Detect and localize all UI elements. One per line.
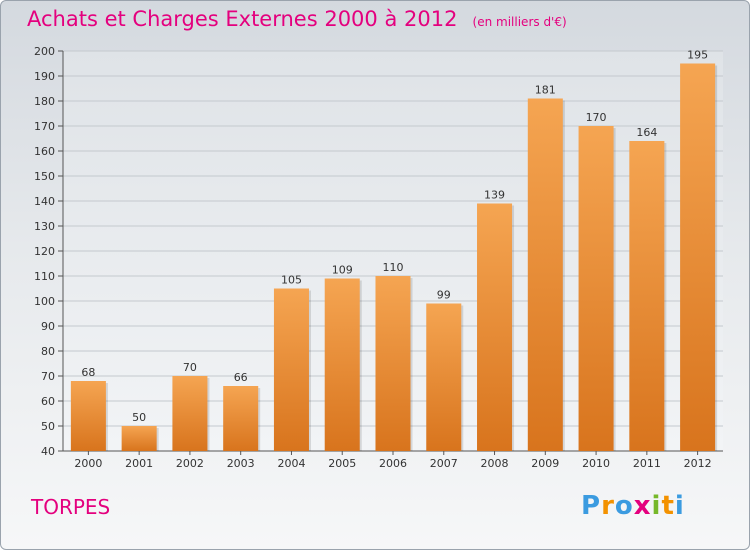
bar-value-label: 181 [535, 84, 556, 97]
bar [527, 98, 563, 451]
bar [375, 276, 411, 451]
y-tick-label: 70 [41, 370, 55, 383]
bar [172, 376, 208, 451]
chart-header: Achats et Charges Externes 2000 à 2012 (… [27, 7, 567, 31]
bar [426, 303, 462, 451]
bar [121, 426, 157, 451]
bar-value-label: 110 [383, 261, 404, 274]
bar-value-label: 105 [281, 274, 302, 287]
bar-value-label: 68 [81, 366, 95, 379]
bar [680, 63, 716, 451]
y-tick-label: 120 [34, 245, 55, 258]
bar-value-label: 164 [636, 126, 657, 139]
x-tick-label: 2007 [430, 457, 458, 470]
y-tick-label: 90 [41, 320, 55, 333]
y-tick-label: 60 [41, 395, 55, 408]
bar-value-label: 195 [687, 49, 708, 62]
y-tick-label: 110 [34, 270, 55, 283]
commune-name: TORPES [31, 495, 111, 519]
bar-value-label: 50 [132, 411, 146, 424]
logo-letter: i [674, 491, 685, 521]
x-tick-label: 2003 [227, 457, 255, 470]
y-tick-label: 50 [41, 420, 55, 433]
x-tick-label: 2005 [328, 457, 356, 470]
bar-value-label: 99 [437, 289, 451, 302]
y-tick-label: 160 [34, 145, 55, 158]
logo-letter: P [581, 491, 602, 521]
bar-value-label: 109 [332, 264, 353, 277]
y-tick-label: 170 [34, 120, 55, 133]
y-tick-label: 140 [34, 195, 55, 208]
x-tick-label: 2000 [74, 457, 102, 470]
x-tick-label: 2008 [481, 457, 509, 470]
proxiti-logo: Proxiti [581, 491, 685, 521]
bar [324, 278, 360, 451]
chart-unit: (en milliers d'€) [472, 15, 567, 29]
y-tick-label: 130 [34, 220, 55, 233]
bar [578, 126, 614, 451]
bar [223, 386, 259, 451]
y-tick-label: 200 [34, 45, 55, 58]
y-tick-label: 150 [34, 170, 55, 183]
x-tick-label: 2010 [582, 457, 610, 470]
bar [273, 288, 309, 451]
y-tick-label: 100 [34, 295, 55, 308]
chart-title: Achats et Charges Externes 2000 à 2012 [27, 7, 458, 31]
x-tick-label: 2006 [379, 457, 407, 470]
bar [629, 141, 665, 451]
bar-value-label: 170 [586, 111, 607, 124]
y-tick-label: 190 [34, 70, 55, 83]
bar-value-label: 70 [183, 361, 197, 374]
logo-letter: x [633, 491, 652, 521]
x-tick-label: 2011 [633, 457, 661, 470]
y-tick-label: 80 [41, 345, 55, 358]
logo-letter: t [661, 491, 675, 521]
logo-letter: r [601, 491, 615, 521]
bar-value-label: 139 [484, 189, 505, 202]
logo-letter: i [651, 491, 662, 521]
bar-value-label: 66 [234, 371, 248, 384]
y-tick-label: 40 [41, 445, 55, 458]
logo-letter: o [614, 491, 634, 521]
x-tick-label: 2001 [125, 457, 153, 470]
x-tick-label: 2012 [684, 457, 712, 470]
bar [70, 381, 106, 451]
x-tick-label: 2004 [277, 457, 305, 470]
bar [477, 203, 513, 451]
y-tick-label: 180 [34, 95, 55, 108]
x-tick-label: 2002 [176, 457, 204, 470]
x-tick-label: 2009 [531, 457, 559, 470]
